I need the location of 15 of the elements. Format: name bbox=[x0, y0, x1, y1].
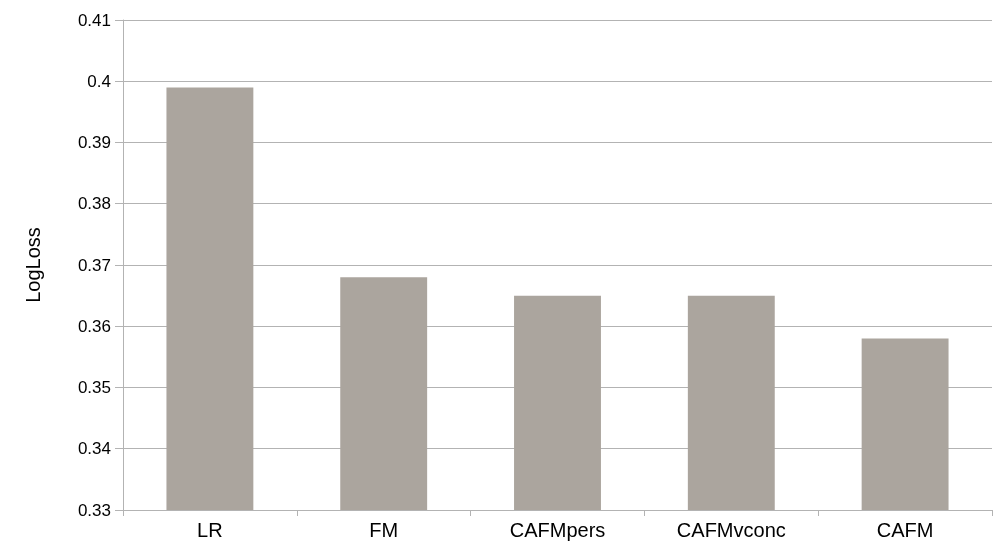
y-tick-label: 0.33 bbox=[77, 500, 111, 520]
y-axis-title: LogLoss bbox=[22, 227, 44, 303]
x-tick-label: CAFMvconc bbox=[676, 519, 786, 541]
y-tick-label: 0.36 bbox=[77, 316, 111, 336]
x-tick-label: LR bbox=[197, 519, 223, 541]
y-tick-label: 0.35 bbox=[77, 378, 111, 397]
x-tick-label: CAFM bbox=[876, 519, 934, 541]
y-tick-label: 0.39 bbox=[77, 133, 111, 152]
y-tick-label: 0.38 bbox=[77, 194, 111, 214]
y-tick-label: 0.41 bbox=[77, 10, 111, 30]
y-tick-label: 0.37 bbox=[77, 255, 111, 275]
x-tick-label: FM bbox=[369, 519, 399, 541]
x-tick-label: CAFMpers bbox=[509, 519, 606, 541]
y-tick-label: 0.4 bbox=[87, 71, 111, 91]
y-tick-label: 0.34 bbox=[77, 439, 111, 459]
